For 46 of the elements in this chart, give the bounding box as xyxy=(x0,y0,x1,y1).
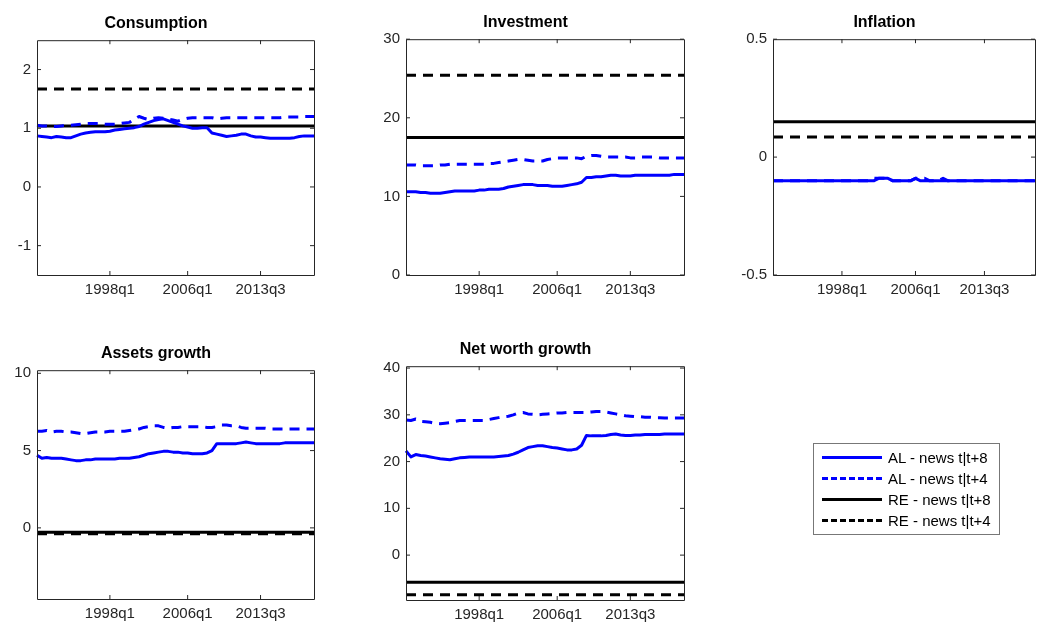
legend-label: AL - news t|t+8 xyxy=(888,449,988,466)
legend-label: AL - news t|t+4 xyxy=(888,470,988,487)
chart-title: Assets growth xyxy=(100,344,212,362)
y-tick-label: 0 xyxy=(758,147,767,165)
y-tick-label: 20 xyxy=(383,451,400,469)
legend-label: RE - news t|t+8 xyxy=(888,491,991,508)
line-series xyxy=(404,410,686,426)
x-tick-label: 2006q1 xyxy=(532,605,583,623)
y-tick-label: 30 xyxy=(383,29,400,47)
y-tick-label: 10 xyxy=(383,186,400,204)
y-tick-label: 1 xyxy=(22,118,31,136)
y-tick-label: -0.5 xyxy=(741,265,767,283)
line-series xyxy=(404,154,686,168)
y-tick-label: 0 xyxy=(22,518,31,536)
x-tick-label: 1998q1 xyxy=(454,280,505,298)
chart-title: Inflation xyxy=(853,13,916,31)
y-tick-label: 30 xyxy=(383,404,400,422)
y-tick-label: 0 xyxy=(22,177,31,195)
x-tick-label: 2006q1 xyxy=(162,604,213,622)
chart-title: Net worth growth xyxy=(459,340,592,358)
x-tick-label: 2006q1 xyxy=(162,280,213,298)
x-tick-label: 1998q1 xyxy=(84,280,135,298)
y-tick-label: 0 xyxy=(391,545,400,563)
y-tick-label: 40 xyxy=(383,358,400,376)
y-tick-label: 0.5 xyxy=(746,29,767,47)
chart-title: Consumption xyxy=(104,14,208,32)
y-tick-label: 20 xyxy=(383,107,400,125)
y-tick-label: 5 xyxy=(22,440,31,458)
x-tick-label: 1998q1 xyxy=(816,280,867,298)
x-tick-label: 2006q1 xyxy=(890,280,941,298)
y-tick-label: 0 xyxy=(391,265,400,283)
legend-label: RE - news t|t+4 xyxy=(888,512,991,529)
y-tick-label: 10 xyxy=(383,498,400,516)
x-tick-label: 1998q1 xyxy=(84,604,135,622)
x-tick-label: 2013q3 xyxy=(605,605,656,623)
y-tick-label: 2 xyxy=(22,59,31,77)
x-tick-label: 2006q1 xyxy=(532,280,583,298)
line-series xyxy=(35,423,316,436)
x-tick-label: 2013q3 xyxy=(235,604,286,622)
chart-title: Investment xyxy=(483,13,569,31)
x-tick-label: 2013q3 xyxy=(605,280,656,298)
x-tick-label: 2013q3 xyxy=(235,280,286,298)
x-tick-label: 2013q3 xyxy=(959,280,1010,298)
y-tick-label: -1 xyxy=(17,235,31,253)
x-tick-label: 1998q1 xyxy=(454,605,505,623)
y-tick-label: 10 xyxy=(14,363,31,381)
